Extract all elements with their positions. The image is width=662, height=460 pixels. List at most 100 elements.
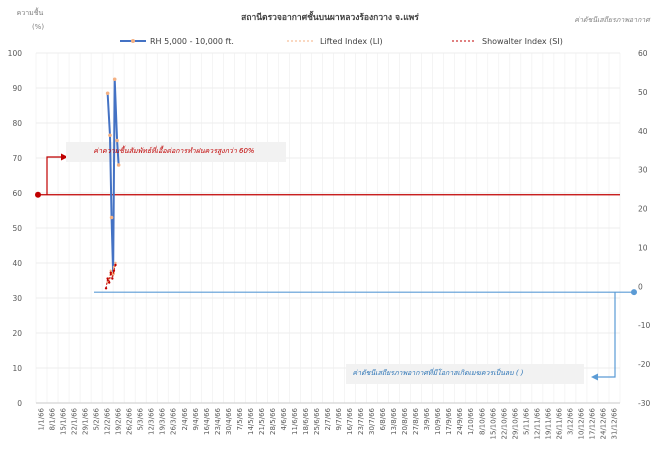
- left-axis-unit: (%): [32, 23, 44, 31]
- x-tick-label: 1/1/66: [38, 407, 46, 430]
- x-tick-label: 24/12/66: [599, 407, 607, 439]
- x-tick-label: 17/9/66: [445, 407, 453, 435]
- reference-lines: [35, 153, 637, 381]
- x-tick-label: 20/8/66: [401, 407, 409, 435]
- data-point: [114, 261, 117, 265]
- data-point: [109, 269, 112, 272]
- x-tick-label: 8/1/66: [49, 407, 57, 430]
- right-tick-label: 40: [638, 127, 648, 136]
- left-axis: 0 10 20 30 40 50 60 70 80 90 100: [8, 49, 23, 408]
- x-tick-label: 8/10/66: [478, 407, 486, 435]
- x-tick-label: 16/4/66: [203, 407, 211, 435]
- left-tick-label: 0: [17, 399, 22, 408]
- annotation-si-box: [346, 364, 584, 384]
- right-tick-label: 20: [638, 205, 648, 214]
- legend-si-label: Showalter Index (SI): [482, 37, 563, 46]
- x-tick-label: 14/5/66: [247, 407, 255, 435]
- right-tick-label: 0: [638, 282, 643, 291]
- x-tick-label: 26/2/66: [126, 407, 134, 435]
- x-tick-label: 1/10/66: [467, 407, 475, 435]
- left-tick-label: 100: [8, 49, 23, 58]
- data-point: [114, 263, 117, 267]
- x-tick-label: 19/11/66: [544, 407, 552, 439]
- x-tick-label: 25/6/66: [313, 407, 321, 435]
- legend: RH 5,000 - 10,000 ft. Lifted Index (LI) …: [120, 37, 563, 46]
- gridlines: [35, 52, 621, 404]
- rh-annotation-connector: [46, 156, 62, 195]
- x-tick-label: 2/4/66: [181, 407, 189, 430]
- data-point: [108, 133, 112, 138]
- x-tick-label: 10/9/66: [434, 407, 442, 435]
- x-tick-label: 24/9/66: [456, 407, 464, 435]
- right-axis: -30 -20 -10 0 10 20 30 40 50 60: [638, 49, 650, 408]
- x-tick-label: 21/5/66: [258, 407, 266, 435]
- x-tick-label: 6/8/66: [379, 407, 387, 430]
- x-tick-label: 26/3/66: [170, 407, 178, 435]
- x-tick-label: 9/4/66: [192, 407, 200, 430]
- left-tick-label: 70: [12, 154, 22, 163]
- x-tick-label: 22/1/66: [71, 407, 79, 435]
- x-tick-label: 15/1/66: [60, 407, 68, 435]
- annotation-rh-box: [66, 142, 286, 162]
- left-axis-label: ความชื้น: [17, 6, 44, 17]
- right-tick-label: -20: [638, 360, 650, 369]
- x-tick-label: 5/2/66: [93, 407, 101, 430]
- x-tick-label: 18/6/66: [302, 407, 310, 435]
- data-point: [112, 269, 116, 272]
- left-tick-label: 60: [12, 189, 22, 198]
- x-tick-label: 15/10/66: [489, 407, 497, 439]
- data-point: [116, 163, 121, 167]
- si-threshold-marker: [631, 289, 637, 296]
- x-tick-label: 22/10/66: [500, 407, 508, 439]
- annotation-boxes: [66, 142, 584, 384]
- rh-annotation-arrowhead: [61, 153, 68, 161]
- data-point: [107, 281, 111, 284]
- x-tick-label: 5/3/66: [137, 407, 145, 430]
- annotation-si-text: ค่าดัชนีเสถียรภาพอากาศที่มีโอกาสเกิดเมฆค…: [352, 367, 523, 377]
- x-tick-label: 19/2/66: [115, 407, 123, 435]
- x-tick-label: 30/4/66: [225, 407, 233, 435]
- x-tick-label: 29/1/66: [82, 407, 90, 435]
- data-point: [105, 91, 110, 96]
- right-tick-label: 30: [638, 166, 648, 175]
- right-tick-label: 50: [638, 88, 648, 97]
- right-axis-label: ค่าดัชนีเสถียรภาพอากาศ: [574, 16, 651, 24]
- left-tick-label: 40: [12, 259, 22, 268]
- x-tick-label: 28/5/66: [269, 407, 277, 435]
- x-tick-label: 3/12/66: [566, 407, 574, 435]
- x-tick-label: 16/7/66: [346, 407, 354, 435]
- left-tick-label: 10: [12, 364, 22, 373]
- legend-rh-marker: [131, 39, 135, 43]
- right-tick-label: -10: [638, 321, 650, 330]
- x-tick-label: 10/12/66: [577, 407, 585, 439]
- x-tick-label: 3/9/66: [423, 407, 431, 430]
- x-tick-label: 13/8/66: [390, 407, 398, 435]
- x-tick-label: 9/7/66: [335, 407, 343, 430]
- left-tick-label: 20: [12, 329, 22, 338]
- si-annotation-arrowhead: [591, 373, 598, 381]
- left-tick-label: 90: [12, 84, 22, 93]
- x-tick-label: 12/2/66: [104, 407, 112, 435]
- si-annotation-connector: [598, 292, 616, 378]
- series-line-si: [105, 264, 116, 289]
- x-tick-label: 7/5/66: [236, 407, 244, 430]
- x-tick-label: 17/12/66: [588, 407, 596, 439]
- data-point: [112, 77, 117, 82]
- x-tick-label: 23/7/66: [357, 407, 365, 435]
- x-axis: 1/1/66 8/1/66 15/1/66 22/1/66 29/1/66 5/2/66 1…: [36, 402, 620, 439]
- left-tick-label: 30: [12, 294, 22, 303]
- right-tick-label: 60: [638, 49, 648, 58]
- x-tick-label: 30/7/66: [368, 407, 376, 435]
- x-tick-label: 2/7/66: [324, 407, 332, 430]
- rh-threshold-marker: [35, 191, 41, 198]
- data-point: [111, 277, 114, 280]
- left-tick-label: 50: [12, 224, 22, 233]
- left-tick-label: 80: [12, 119, 22, 128]
- x-tick-label: 12/11/66: [533, 407, 541, 439]
- x-tick-label: 26/11/66: [555, 407, 563, 439]
- legend-rh-label: RH 5,000 - 10,000 ft.: [150, 37, 234, 46]
- data-point: [115, 138, 119, 143]
- data-point: [109, 271, 112, 274]
- series-lines: [104, 77, 121, 290]
